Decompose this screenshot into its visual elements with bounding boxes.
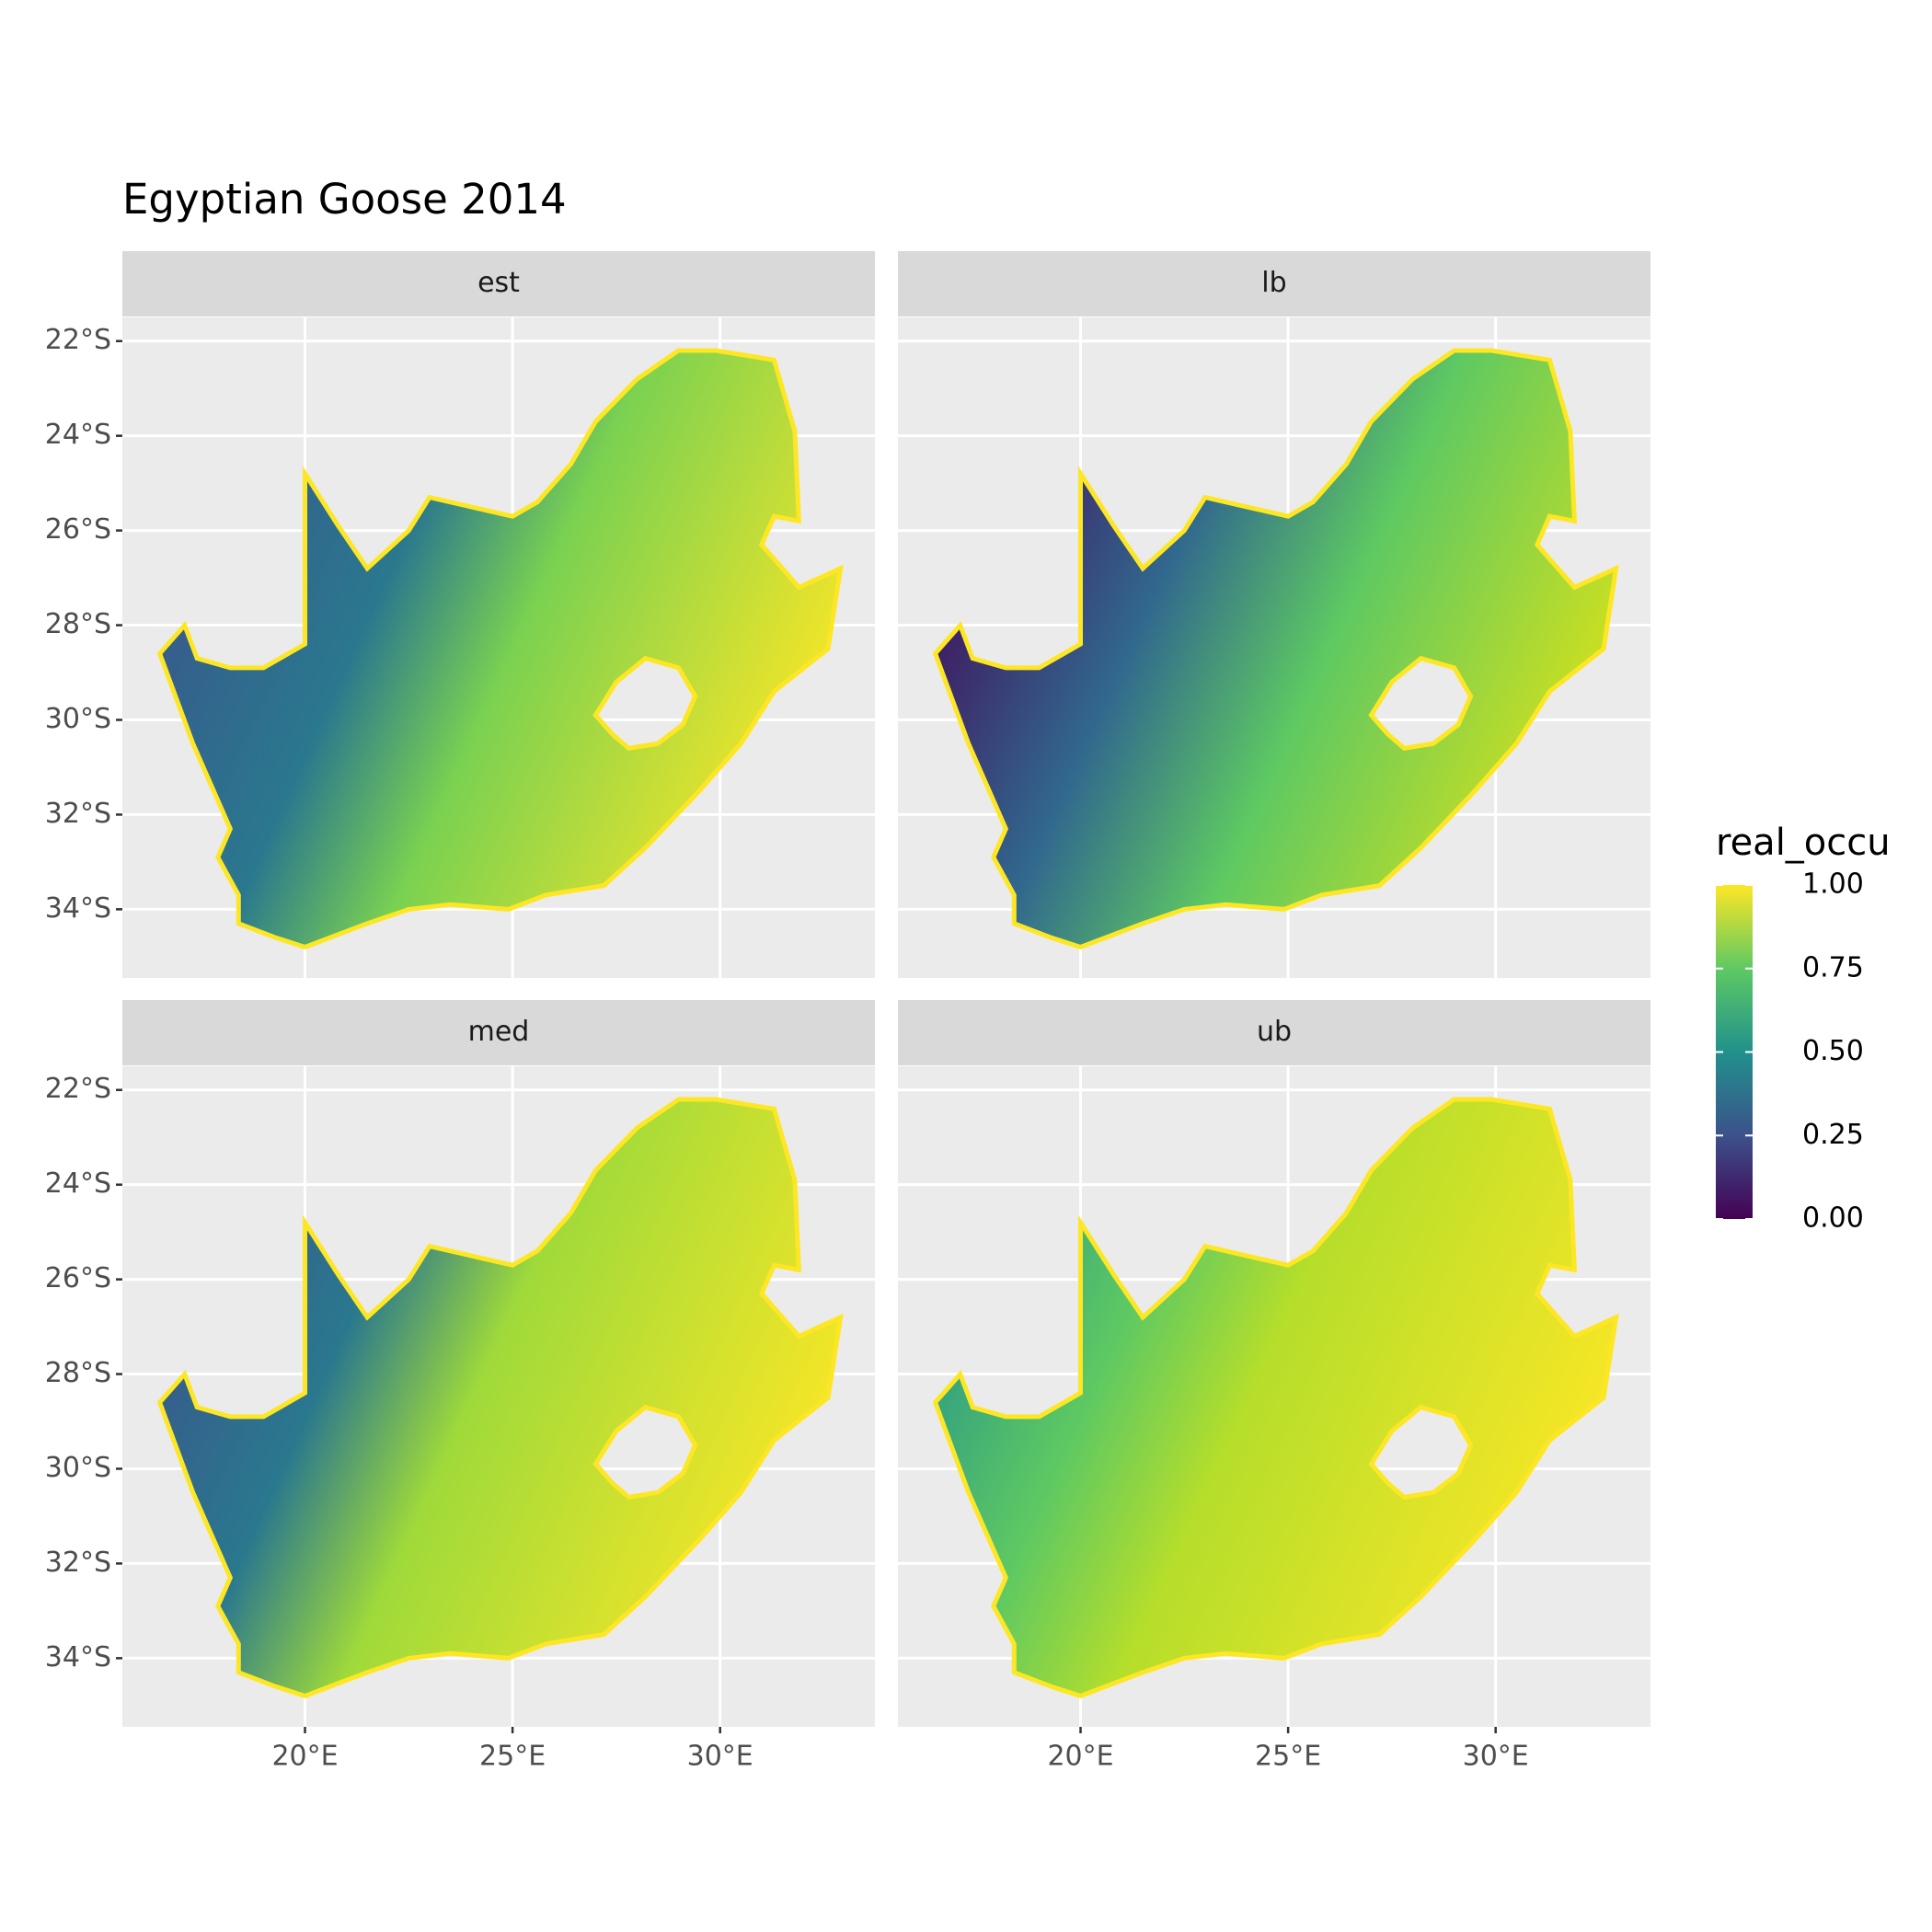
strip-label: ub xyxy=(1257,1016,1292,1048)
x-tick-label: 20°E xyxy=(271,1741,338,1773)
legend-tick-label: 0.50 xyxy=(1802,1035,1864,1067)
y-tick-label: 26°S xyxy=(45,1262,111,1294)
y-tick-label: 34°S xyxy=(45,1641,111,1673)
y-tick-label: 28°S xyxy=(45,608,111,640)
strip xyxy=(898,1000,1650,1065)
y-tick-label: 32°S xyxy=(45,798,111,830)
strip xyxy=(898,251,1650,316)
y-tick-label: 30°S xyxy=(45,703,111,735)
legend-tick-label: 0.75 xyxy=(1802,951,1864,983)
chart-title: Egyptian Goose 2014 xyxy=(122,175,567,224)
legend-tick-label: 1.00 xyxy=(1802,868,1864,901)
strip xyxy=(122,251,875,316)
x-tick-label: 25°E xyxy=(479,1741,546,1773)
country-raster xyxy=(156,348,844,950)
strip-label: med xyxy=(468,1016,530,1048)
y-tick-label: 22°S xyxy=(45,324,111,356)
y-tick-label: 24°S xyxy=(45,1167,111,1200)
strip-label: est xyxy=(477,267,520,299)
country-raster xyxy=(932,1097,1619,1699)
country-raster xyxy=(156,1097,844,1699)
y-tick-label: 24°S xyxy=(45,419,111,451)
strip xyxy=(122,1000,875,1065)
strip-label: lb xyxy=(1261,267,1286,299)
x-tick-label: 20°E xyxy=(1047,1741,1113,1773)
x-tick-label: 30°E xyxy=(687,1741,753,1773)
y-tick-label: 32°S xyxy=(45,1547,111,1579)
legend-title: real_occu xyxy=(1716,822,1891,864)
legend-tick-label: 0.00 xyxy=(1802,1202,1864,1235)
y-tick-label: 22°S xyxy=(45,1073,111,1105)
y-tick-label: 26°S xyxy=(45,513,111,546)
country-raster xyxy=(932,348,1619,950)
y-tick-label: 30°S xyxy=(45,1452,111,1484)
y-tick-label: 34°S xyxy=(45,892,111,925)
legend-tick-label: 0.25 xyxy=(1802,1119,1864,1151)
x-tick-label: 25°E xyxy=(1255,1741,1321,1773)
y-tick-label: 28°S xyxy=(45,1357,111,1389)
x-tick-label: 30°E xyxy=(1463,1741,1529,1773)
